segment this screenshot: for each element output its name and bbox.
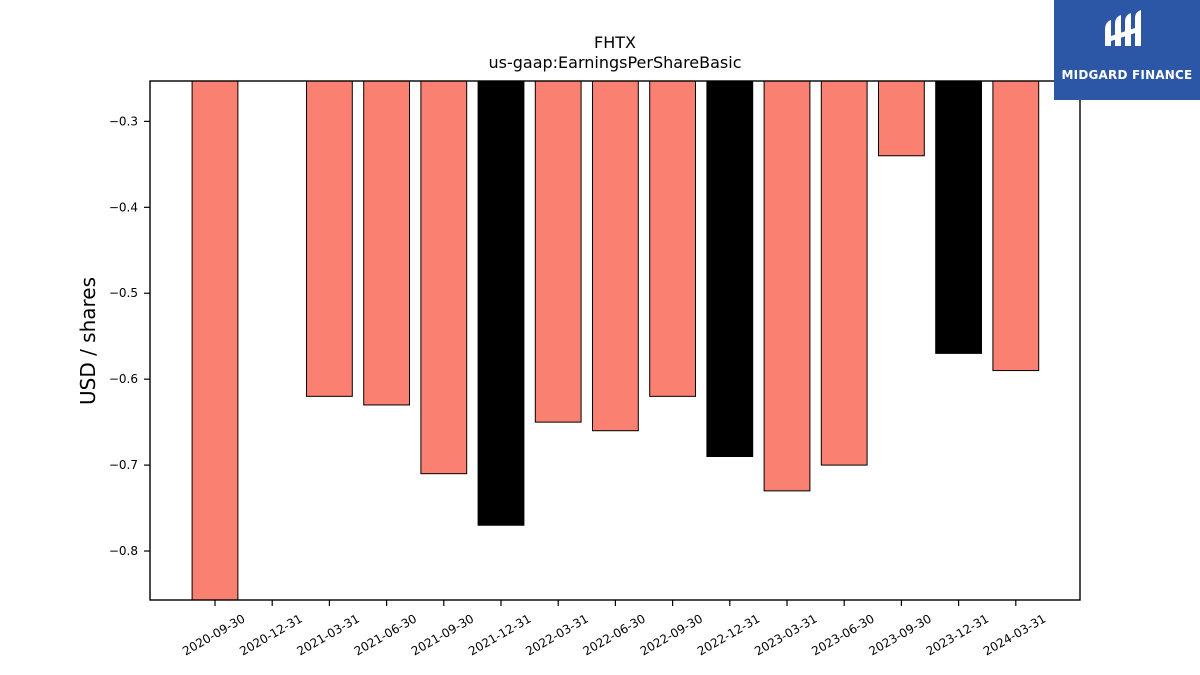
bar-2020-09-30 <box>191 80 239 601</box>
x-tick-label: 2022-09-30 <box>638 611 705 658</box>
bar-2023-03-31 <box>763 80 811 492</box>
bar-2022-03-31 <box>534 80 582 423</box>
y-tick-label: −0.5 <box>109 286 138 300</box>
x-tick-label: 2020-09-30 <box>180 611 247 658</box>
bar-2022-09-30 <box>649 80 697 397</box>
bar-2021-03-31 <box>306 80 353 397</box>
midgard-logo-icon <box>1105 10 1141 46</box>
brand-logo: MIDGARD FINANCE <box>1054 0 1200 100</box>
x-tick-label: 2021-09-30 <box>409 611 476 658</box>
x-tick-label: 2022-12-31 <box>695 611 762 658</box>
y-tick-label: −0.6 <box>109 372 138 386</box>
x-tick-label: 2021-06-30 <box>352 611 419 658</box>
y-ticks-group: −0.3 −0.4 −0.5 −0.6 −0.7 −0.8 <box>109 114 150 558</box>
bar-2022-06-30 <box>592 80 639 432</box>
bars-group <box>191 80 1040 601</box>
bar-2021-09-30 <box>420 80 468 475</box>
chart-title: FHTX <box>594 33 636 52</box>
bar-2022-12-31 <box>706 80 754 457</box>
y-tick-label: −0.3 <box>109 114 138 128</box>
x-tick-label: 2021-03-31 <box>294 611 361 658</box>
x-tick-label: 2021-12-31 <box>466 611 533 658</box>
y-tick-label: −0.8 <box>109 544 138 558</box>
brand-name: MIDGARD FINANCE <box>1061 68 1193 82</box>
x-tick-label: 2023-09-30 <box>866 611 933 658</box>
y-tick-label: −0.4 <box>109 200 138 214</box>
x-tick-label: 2022-06-30 <box>580 611 647 658</box>
bar-2023-12-31 <box>935 80 983 354</box>
x-tick-label: 2020-12-31 <box>237 611 304 658</box>
x-tick-label: 2022-03-31 <box>523 611 590 658</box>
y-tick-label: −0.7 <box>109 458 138 472</box>
bar-2021-12-31 <box>477 80 525 526</box>
x-tick-label: 2023-03-31 <box>752 611 819 658</box>
x-ticks-group: 2020-09-302020-12-312021-03-312021-06-30… <box>180 600 1048 658</box>
x-tick-label: 2023-06-30 <box>809 611 876 658</box>
y-axis-label: USD / shares <box>76 277 100 405</box>
plot-frame <box>149 80 1081 601</box>
bar-2023-06-30 <box>820 80 868 466</box>
bar-2024-03-31 <box>992 80 1040 372</box>
bar-2021-06-30 <box>363 80 411 406</box>
x-tick-label: 2023-12-31 <box>924 611 991 658</box>
x-tick-label: 2024-03-31 <box>981 611 1048 658</box>
chart-subtitle: us-gaap:EarningsPerShareBasic <box>488 53 741 72</box>
bar-2023-09-30 <box>878 80 925 157</box>
